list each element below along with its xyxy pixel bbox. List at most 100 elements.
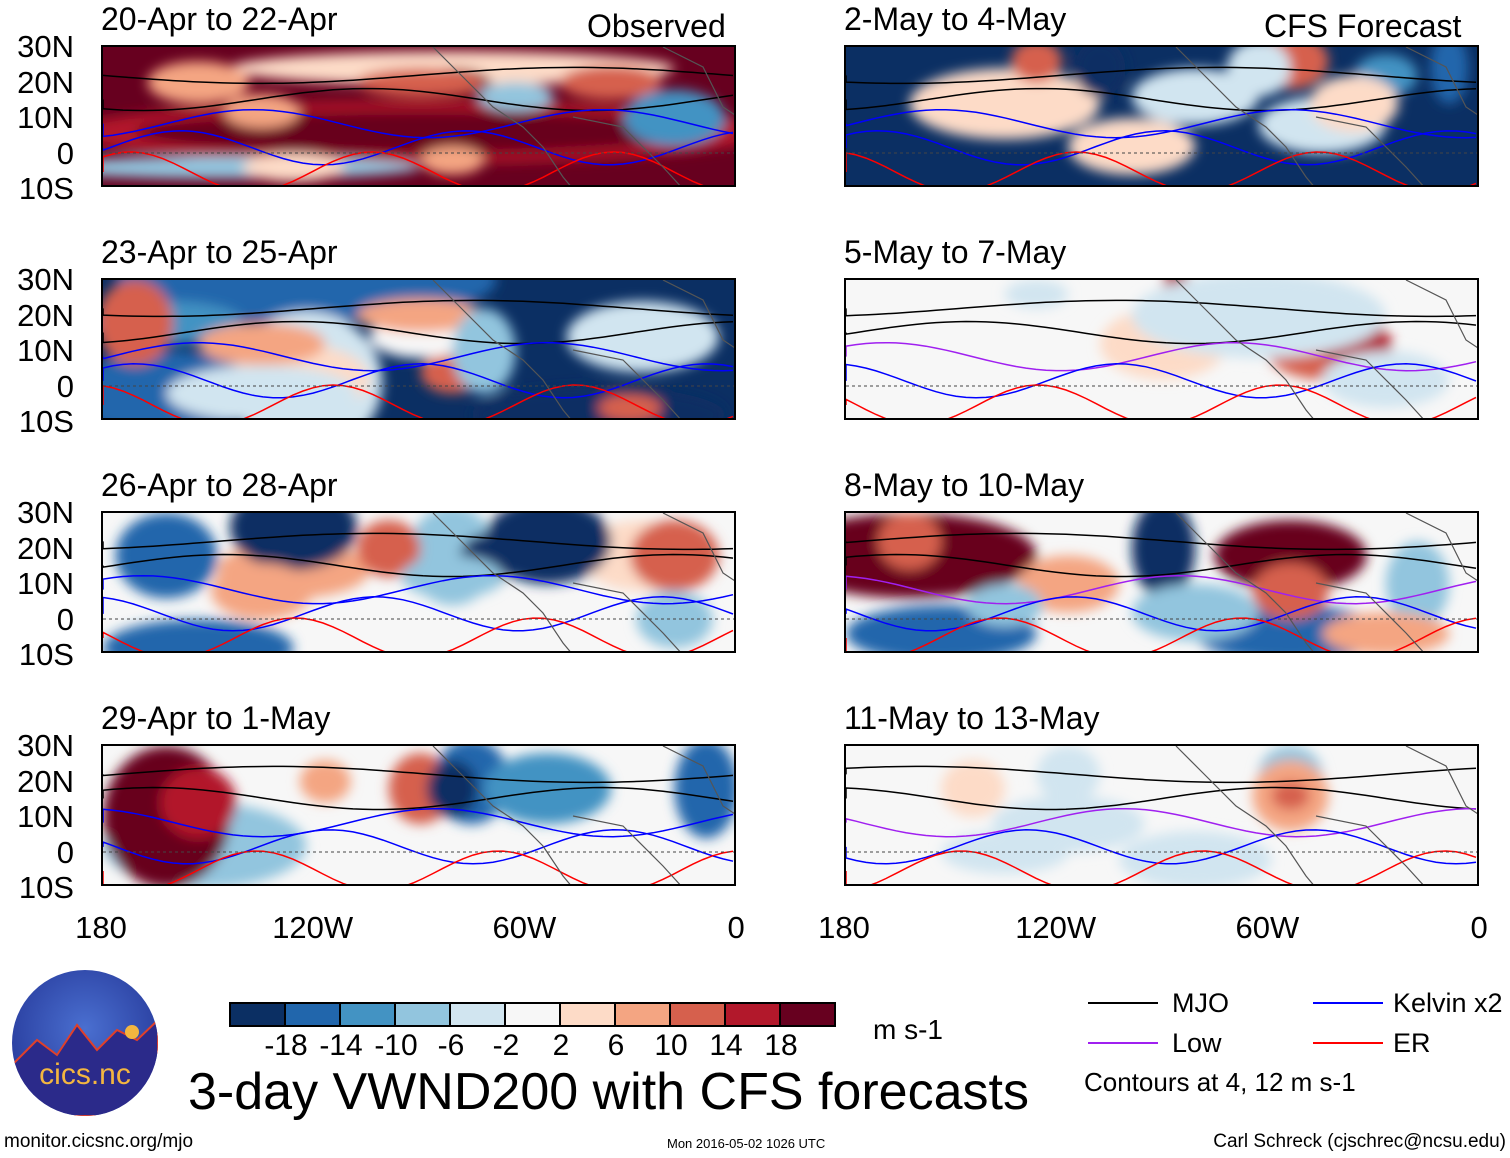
colorbar-swatch bbox=[341, 1004, 396, 1025]
anomaly-blob bbox=[877, 513, 942, 570]
lat-label: 10N bbox=[17, 566, 74, 601]
lon-label: 60W bbox=[492, 910, 557, 945]
lat-label: 0 bbox=[56, 135, 74, 171]
contour-line bbox=[103, 786, 734, 811]
coastline bbox=[432, 47, 734, 185]
figure-title: 3-day VWND200 with CFS forecasts bbox=[188, 1063, 1029, 1121]
anomaly-blob bbox=[630, 520, 719, 592]
contour-line bbox=[846, 151, 1477, 185]
lon-label: 120W bbox=[272, 910, 354, 945]
colorbar-label: -10 bbox=[374, 1029, 418, 1062]
map-panel bbox=[101, 278, 736, 420]
contour-line bbox=[846, 66, 1477, 85]
anomaly-blob bbox=[1227, 47, 1291, 97]
anomaly-blob bbox=[1322, 612, 1450, 651]
colorbar-units: m s-1 bbox=[873, 1014, 943, 1045]
logo-text: cics.nc bbox=[39, 1058, 131, 1091]
footer-url[interactable]: monitor.cicsnc.org/mjo bbox=[4, 1131, 194, 1152]
lon-label: 180 bbox=[75, 910, 127, 945]
legend-low-line bbox=[1088, 1042, 1158, 1044]
anomaly-blob bbox=[1068, 118, 1196, 175]
lat-label: 20N bbox=[17, 763, 74, 799]
legend-mjo-line bbox=[1088, 1002, 1158, 1004]
colorbar-swatch bbox=[561, 1004, 616, 1025]
lat-label: 0 bbox=[56, 368, 74, 404]
map-panel bbox=[844, 278, 1479, 420]
map-panel bbox=[101, 45, 736, 187]
colorbar-label: -18 bbox=[264, 1029, 308, 1062]
anomaly-blob bbox=[223, 93, 300, 128]
colorbar-swatch bbox=[781, 1004, 834, 1025]
observed-label: Observed bbox=[587, 8, 726, 44]
forecast-label: CFS Forecast bbox=[1264, 8, 1462, 44]
anomaly-blob bbox=[598, 393, 662, 418]
lat-label: 0 bbox=[56, 834, 74, 870]
contour-line bbox=[846, 130, 1477, 166]
contour-line bbox=[103, 108, 734, 139]
legend-kelvin: Kelvin x2 bbox=[1393, 988, 1503, 1018]
anomaly-blob bbox=[420, 146, 484, 175]
contour-line bbox=[846, 574, 1477, 605]
contour-line bbox=[103, 341, 734, 372]
legend-mjo: MJO bbox=[1172, 988, 1229, 1018]
colorbar-label: -6 bbox=[437, 1029, 465, 1062]
contour-line bbox=[103, 850, 734, 884]
colorbar-label: -2 bbox=[492, 1029, 520, 1062]
contour-line bbox=[103, 532, 734, 551]
contour-line bbox=[846, 320, 1477, 345]
panel-title: 29-Apr to 1-May bbox=[101, 700, 331, 736]
anomaly-blob bbox=[299, 760, 351, 803]
anomaly-blob bbox=[674, 746, 734, 839]
lat-label: 10N bbox=[17, 333, 74, 368]
lat-label: 20N bbox=[17, 64, 74, 100]
colorbar-swatch bbox=[286, 1004, 341, 1025]
colorbar bbox=[229, 1002, 836, 1027]
map-panel bbox=[101, 744, 736, 886]
anomaly-blob bbox=[623, 89, 726, 147]
colorbar-swatch bbox=[231, 1004, 286, 1025]
panel-title: 5-May to 7-May bbox=[844, 234, 1067, 270]
colorbar-label: 18 bbox=[764, 1029, 798, 1062]
colorbar-label: 6 bbox=[607, 1029, 625, 1062]
colorbar-swatch bbox=[726, 1004, 781, 1025]
contour-line bbox=[846, 299, 1477, 318]
anomaly-blob bbox=[242, 153, 345, 182]
mountain-icon bbox=[12, 1018, 158, 1116]
lat-label: 30N bbox=[17, 262, 74, 297]
coastline bbox=[1175, 47, 1477, 185]
anomaly-blob bbox=[477, 82, 554, 111]
coastline bbox=[1175, 746, 1477, 884]
anomaly-blob bbox=[198, 322, 326, 366]
panel-title: 2-May to 4-May bbox=[844, 1, 1067, 37]
contour-line bbox=[103, 363, 734, 399]
panel-title: 23-Apr to 25-Apr bbox=[101, 234, 338, 270]
contour-line bbox=[846, 617, 1477, 651]
anomaly-blob bbox=[115, 513, 218, 599]
colorbar-label: 10 bbox=[654, 1029, 688, 1062]
contour-note: Contours at 4, 12 m s-1 bbox=[1084, 1067, 1356, 1097]
contour-line bbox=[103, 553, 734, 578]
lat-label: 10S bbox=[18, 171, 74, 206]
anomaly-blob bbox=[484, 753, 611, 825]
coastline bbox=[432, 513, 734, 651]
contour-line bbox=[103, 807, 734, 838]
anomaly-blob bbox=[357, 68, 484, 97]
lat-label: 20N bbox=[17, 297, 74, 333]
lat-label: 30N bbox=[17, 495, 74, 530]
colorbar-label: 2 bbox=[552, 1029, 570, 1062]
contour-line bbox=[846, 765, 1477, 784]
contour-line bbox=[846, 786, 1477, 811]
anomaly-blob bbox=[1119, 831, 1272, 884]
colorbar-swatch bbox=[616, 1004, 671, 1025]
anomaly-blob bbox=[1385, 541, 1450, 627]
cics-logo: cics.nc bbox=[12, 970, 158, 1116]
colorbar-swatch bbox=[506, 1004, 561, 1025]
contour-line bbox=[846, 87, 1477, 112]
footer-timestamp: Mon 2016-05-02 1026 UTC bbox=[667, 1136, 826, 1151]
anomaly-blob bbox=[103, 619, 294, 651]
coastline bbox=[432, 746, 734, 884]
colorbar-swatch bbox=[671, 1004, 726, 1025]
panel-title: 20-Apr to 22-Apr bbox=[101, 1, 338, 37]
anomaly-blob bbox=[134, 110, 707, 154]
contour-line bbox=[103, 574, 734, 605]
